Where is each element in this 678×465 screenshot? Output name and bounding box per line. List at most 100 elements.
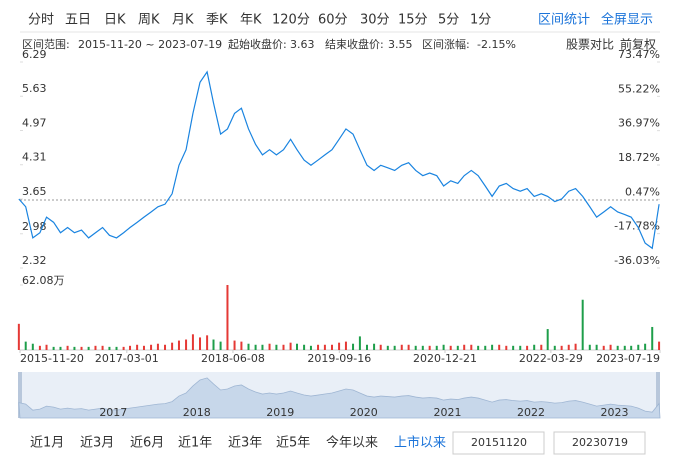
volume-bar: [185, 339, 188, 350]
tab[interactable]: 60分: [318, 13, 348, 28]
navigator-area: [18, 377, 661, 419]
volume-bar: [560, 345, 563, 350]
tab[interactable]: 五日: [65, 13, 91, 28]
volume-bar: [212, 339, 215, 350]
navigator-year: 2019: [266, 406, 294, 419]
volume-bar: [150, 344, 153, 350]
date-to[interactable]: 20230719: [572, 436, 628, 449]
volume-bar: [87, 346, 90, 350]
y-tick-label: 3.65: [22, 185, 47, 198]
volume-bar: [156, 343, 159, 350]
x-tick-label: 2023-07-19: [596, 352, 660, 365]
volume-bar: [658, 341, 661, 350]
range-button[interactable]: 近6月: [130, 436, 164, 451]
volume-bar: [379, 344, 382, 350]
range-button[interactable]: 近3月: [80, 436, 114, 451]
range-button[interactable]: 近1年: [178, 436, 212, 451]
volume-bar: [323, 344, 326, 350]
tab[interactable]: 季K: [206, 13, 228, 28]
volume-bar: [122, 346, 125, 350]
date-input[interactable]: [452, 431, 545, 455]
volume-bar: [477, 345, 480, 350]
nav-handle[interactable]: [656, 372, 660, 418]
volume-bar: [567, 344, 570, 350]
volume-bar: [142, 345, 145, 350]
y-tick-label: 2.32: [22, 254, 47, 267]
range-button[interactable]: 上市以来: [394, 435, 446, 451]
volume-tick-label: 62.08万: [22, 274, 65, 287]
volume-bar: [66, 345, 69, 350]
navigator-year: 2017: [99, 406, 127, 419]
date-from[interactable]: 20151120: [471, 436, 527, 449]
header-range: 2015-11-20 ~ 2023-07-19: [78, 38, 222, 51]
volume-bar: [386, 345, 389, 350]
volume-bar: [177, 340, 180, 350]
volume-bar: [73, 346, 76, 350]
tab[interactable]: 年K: [240, 13, 262, 28]
volume-bar: [136, 344, 139, 350]
tool[interactable]: 全屏显示: [601, 12, 653, 28]
range-button[interactable]: 近3年: [228, 436, 262, 451]
nav-handle[interactable]: [18, 372, 22, 418]
option[interactable]: 前复权: [620, 37, 656, 52]
y2-tick-label: 18.72%: [618, 151, 660, 164]
option[interactable]: 股票对比: [566, 38, 614, 52]
volume-bar: [540, 344, 543, 350]
volume-bar: [498, 344, 501, 350]
y-tick-label: 4.31: [22, 151, 47, 164]
navigator-year: 2020: [350, 406, 378, 419]
volume-bar: [574, 343, 577, 350]
volume-bar: [344, 341, 347, 350]
volume-bar: [484, 345, 487, 350]
tab[interactable]: 分时: [28, 13, 54, 28]
volume-bar: [637, 344, 640, 350]
y-tick-label: 6.29: [22, 48, 47, 61]
tab[interactable]: 月K: [172, 13, 194, 28]
tab[interactable]: 15分: [398, 13, 428, 28]
volume-bar: [512, 345, 515, 350]
volume-bar: [553, 345, 556, 350]
volume-bar: [435, 345, 438, 350]
volume-bar: [421, 345, 424, 350]
volume-bar: [240, 341, 243, 350]
range-button[interactable]: 今年以来: [326, 435, 378, 451]
volume-bar: [226, 285, 229, 350]
navigator-year: 2018: [183, 406, 211, 419]
tab[interactable]: 日K: [104, 13, 126, 28]
volume-bar: [101, 345, 104, 350]
volume-bar: [588, 344, 591, 350]
volume-bar: [219, 341, 222, 350]
tool[interactable]: 区间统计: [538, 13, 590, 28]
tab[interactable]: 5分: [438, 13, 459, 28]
volume-bar: [602, 345, 605, 350]
x-tick-label: 2020-12-21: [413, 352, 477, 365]
header-change-label: 区间涨幅:: [422, 38, 470, 51]
volume-bar: [164, 344, 167, 350]
volume-bar: [275, 344, 278, 350]
volume-bar: [428, 345, 431, 350]
tab[interactable]: 周K: [138, 13, 160, 28]
y2-tick-label: -36.03%: [614, 254, 660, 267]
volume-bar: [623, 345, 626, 350]
volume-bar: [442, 344, 445, 350]
x-tick-label: 2018-06-08: [201, 352, 265, 365]
volume-bar: [303, 344, 306, 350]
tab[interactable]: 1分: [470, 13, 491, 28]
range-button[interactable]: 近1月: [30, 436, 64, 451]
range-button[interactable]: 近5年: [276, 436, 310, 451]
y2-tick-label: 0.47%: [625, 185, 660, 198]
x-tick-label: 2022-03-29: [519, 352, 583, 365]
volume-bar: [581, 299, 584, 350]
navigator-year: 2022: [517, 406, 545, 419]
x-tick-label: 2015-11-20: [20, 352, 84, 365]
volume-bar: [233, 340, 236, 350]
tab[interactable]: 30分: [360, 13, 390, 28]
date-input[interactable]: [553, 431, 646, 455]
header-range-label: 区间范围:: [22, 37, 70, 51]
navigator-year: 2021: [434, 406, 462, 419]
volume-bar: [24, 341, 27, 350]
tab[interactable]: 120分: [272, 13, 310, 28]
y-tick-label: 2.98: [22, 220, 47, 233]
navigator-year: 2023: [600, 406, 628, 419]
volume-bar: [595, 344, 598, 350]
